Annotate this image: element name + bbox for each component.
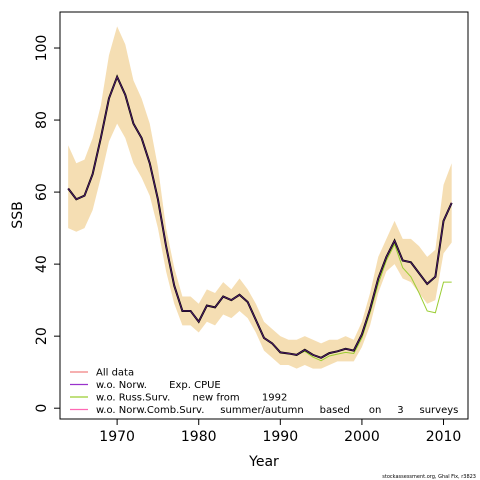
y-tick-label-80: 80 bbox=[34, 111, 50, 129]
y-tick-label-60: 60 bbox=[34, 183, 50, 201]
y-tick-label-20: 20 bbox=[34, 327, 50, 345]
legend-label-2: w.o. Norw. Exp. CPUE bbox=[96, 380, 221, 391]
y-axis-label: SSB bbox=[10, 201, 26, 228]
x-tick-label-1990: 1990 bbox=[262, 429, 298, 445]
series-line-overlay bbox=[67, 75, 453, 359]
x-tick-label-1970: 1970 bbox=[99, 429, 135, 445]
x-axis: 1970 1980 1990 2000 2010 bbox=[99, 419, 461, 445]
y-tick-label-0: 0 bbox=[34, 404, 50, 413]
series-lines-layer bbox=[67, 74, 453, 362]
y-tick-label-100: 100 bbox=[34, 35, 50, 62]
x-axis-label: Year bbox=[248, 454, 279, 470]
credit-text: stockassessment.org, Ghal Fix, r3823 bbox=[382, 474, 476, 480]
confidence-band-layer bbox=[68, 26, 452, 369]
y-tick-label-40: 40 bbox=[34, 255, 50, 273]
x-tick-label-2010: 2010 bbox=[426, 429, 462, 445]
legend-label-1: All data bbox=[96, 368, 134, 379]
legend-label-4: w.o. Norw.Comb.Surv. summer/autumn based… bbox=[96, 405, 458, 416]
legend-label-3: w.o. Russ.Surv. new from 1992 bbox=[96, 393, 287, 404]
y-axis: 0 20 40 60 80 100 bbox=[34, 35, 60, 413]
confidence-band bbox=[68, 26, 452, 369]
x-tick-label-1980: 1980 bbox=[181, 429, 217, 445]
x-tick-label-2000: 2000 bbox=[344, 429, 380, 445]
plot-frame bbox=[59, 11, 469, 420]
